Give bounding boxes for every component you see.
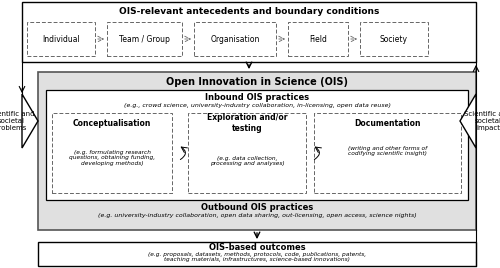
Text: Documentation: Documentation [354,118,421,128]
Polygon shape [22,94,38,148]
Bar [52,113,172,193]
Text: Scientific and
societal
problems: Scientific and societal problems [0,111,35,131]
Bar [194,22,276,56]
Text: Exploration and/or
testing: Exploration and/or testing [207,113,287,133]
Text: Open Innovation in Science (OIS): Open Innovation in Science (OIS) [166,77,348,87]
Text: Outbound OIS practices: Outbound OIS practices [201,203,313,211]
Text: Field: Field [309,35,327,43]
Bar [107,22,182,56]
Bar [38,242,476,266]
Bar [288,22,348,56]
Text: (e.g. data collection,
processing and analyses): (e.g. data collection, processing and an… [210,156,284,166]
Bar [360,22,428,56]
Bar [27,22,95,56]
Text: OIS-relevant antecedents and boundary conditions: OIS-relevant antecedents and boundary co… [119,8,379,17]
Text: Team / Group: Team / Group [119,35,170,43]
Text: Conceptualisation: Conceptualisation [73,118,151,128]
Bar [314,113,461,193]
Text: (writing and other forms of
codifying scientific insight): (writing and other forms of codifying sc… [348,146,427,157]
Text: (e.g. proposals, datasets, methods, protocols, code, publications, patents,
teac: (e.g. proposals, datasets, methods, prot… [148,252,366,262]
Bar [22,2,476,62]
Text: Organisation: Organisation [210,35,260,43]
Text: Scientific and
societal
impact: Scientific and societal impact [464,111,500,131]
Text: (e.g. formulating research
questions, obtaining funding,
developing methods): (e.g. formulating research questions, ob… [69,150,155,166]
Text: (e.g. university-industry collaboration, open data sharing, out-licensing, open : (e.g. university-industry collaboration,… [98,213,416,218]
Polygon shape [460,94,476,148]
Bar [188,113,306,193]
Bar [38,72,476,230]
Text: Society: Society [380,35,408,43]
Text: Inbound OIS practices: Inbound OIS practices [205,94,309,102]
Text: (e.g., crowd science, university-industry collaboration, in-licensing, open data: (e.g., crowd science, university-industr… [124,103,390,109]
Text: Individual: Individual [42,35,80,43]
Text: OIS-based outcomes: OIS-based outcomes [208,244,306,252]
Bar [46,90,468,200]
